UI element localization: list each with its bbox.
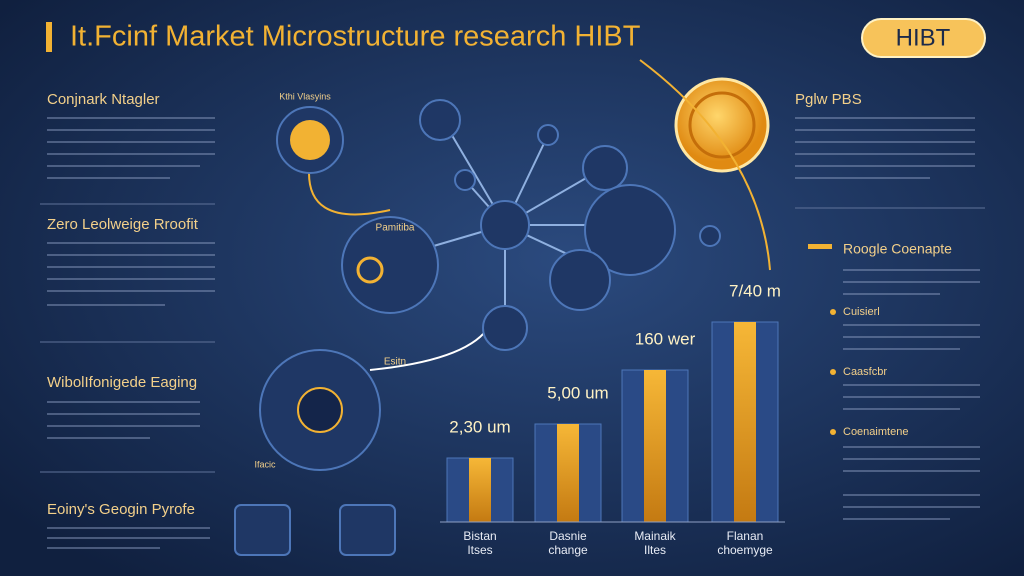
title: It.Fcinf Market Microstructure research …	[70, 21, 641, 53]
arrow-icon	[808, 244, 832, 249]
bar-value-label: 7/40 m	[729, 281, 781, 300]
bar-category-label: Iltes	[644, 543, 666, 557]
bar-category-label: Flanan	[727, 529, 764, 543]
bullet	[830, 429, 836, 435]
title-marker	[46, 22, 52, 52]
concepts-title: Roogle Coenapte	[843, 241, 952, 257]
bar-category-label: Mainaik	[634, 529, 676, 543]
section-heading: Zero Leolweige Rroofit	[47, 216, 199, 233]
bar-category-label: change	[548, 543, 588, 557]
diagram-label: Esitn	[384, 357, 406, 368]
bar-category-label: Bistan	[463, 529, 496, 543]
concept-item: Cuisierl	[843, 306, 880, 318]
coin-icon-ring	[688, 91, 756, 159]
bar-category-label: Dasnie	[549, 529, 587, 543]
bar-value-label: 2,30 um	[449, 417, 510, 436]
hub-center	[297, 387, 343, 433]
bar-column	[734, 322, 756, 522]
sun-icon	[290, 120, 330, 160]
separators	[40, 203, 985, 473]
section-heading: Eoiny's Geogin Pyrofe	[47, 501, 195, 518]
diagram-label: Kthi Vlasyins	[279, 91, 331, 101]
ring-icon	[356, 256, 384, 284]
badge-label: HIBT	[896, 24, 951, 51]
concept-item: Caasfcbr	[843, 366, 887, 378]
bar-column	[469, 458, 491, 522]
bullet	[830, 369, 836, 375]
badge[interactable]	[861, 18, 986, 58]
bar-category-label: choemyge	[717, 543, 773, 557]
diagram-label: Ifacic	[254, 459, 276, 469]
section-heading: WibolIfonigede Eaging	[47, 374, 197, 391]
network-nodes	[234, 99, 721, 556]
bar-value-label: 160 wer	[635, 329, 696, 348]
section-heading: Conjnark Ntagler	[47, 91, 160, 108]
bar-category-label: Itses	[467, 543, 492, 557]
diagram-label: Pamitiba	[376, 223, 415, 234]
bar-column	[557, 424, 579, 522]
bullet	[830, 309, 836, 315]
text-filler	[47, 117, 980, 549]
bar-column	[644, 370, 666, 522]
concept-item: Coenaimtene	[843, 426, 908, 438]
bar-value-label: 5,00 um	[547, 383, 608, 402]
panel-title: Pglw PBS	[795, 91, 862, 108]
